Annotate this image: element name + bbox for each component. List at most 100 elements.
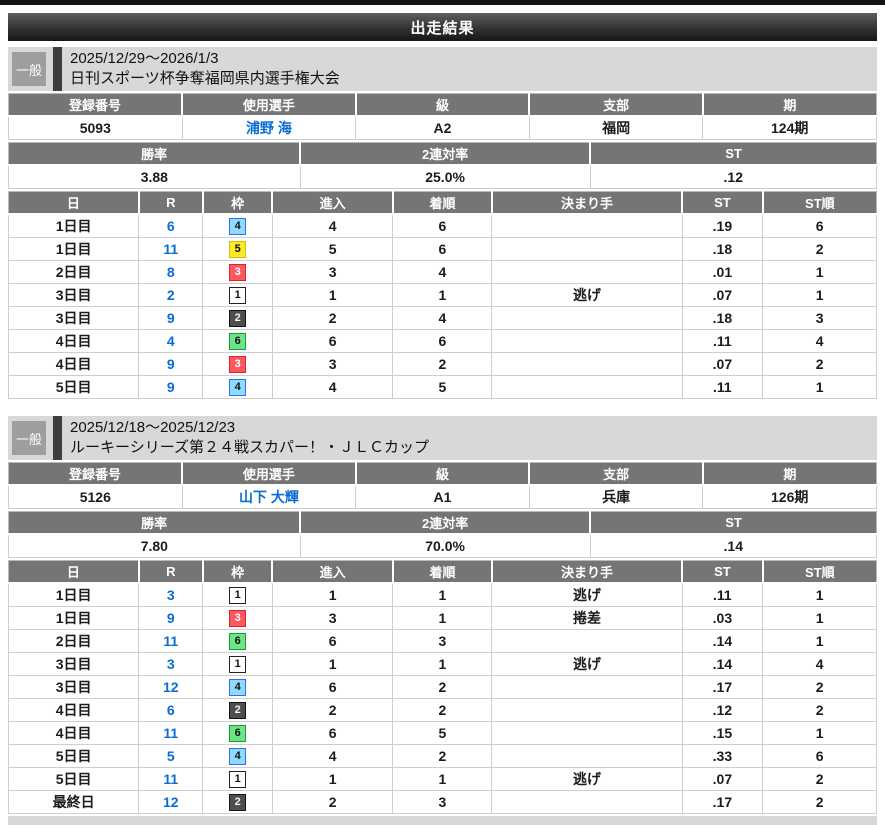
race-number-link[interactable]: 11	[163, 241, 179, 257]
race-number-link[interactable]: 11	[163, 725, 179, 741]
entry-course-cell: 2	[271, 698, 394, 722]
entry-course-cell: 6	[271, 629, 394, 653]
st-time-cell: .17	[681, 790, 764, 814]
race-number-link[interactable]: 9	[166, 310, 175, 326]
racer-name-link[interactable]: 山下 大輝	[181, 484, 357, 509]
race-number-cell: 9	[138, 375, 204, 399]
racer-info-value: 124期	[702, 115, 877, 140]
page-content: 出走結果 一般 2025/12/29～2026/1/3 日刊スポーツ杯争奪福岡県…	[7, 13, 878, 825]
winning-technique-cell	[491, 260, 683, 284]
day-cell: 5日目	[7, 767, 140, 791]
race-number-link[interactable]: 6	[166, 218, 175, 234]
frame-number-badge: 2	[229, 309, 247, 327]
race-number-link[interactable]: 3	[166, 656, 175, 672]
day-cell: 2日目	[7, 629, 140, 653]
result-row: 1日目 6 4 4 6.19 6	[7, 213, 877, 238]
column-header: 級	[354, 462, 530, 486]
st-time-cell: .01	[681, 260, 764, 284]
grade-badge: 一般	[12, 421, 46, 455]
frame-number-badge: 1	[229, 586, 247, 604]
frame-number-badge: 3	[229, 355, 247, 373]
finish-position-cell: 6	[392, 237, 493, 261]
frame-cell: 6	[202, 721, 273, 745]
stat-value: .14	[589, 533, 878, 558]
race-number-cell: 9	[138, 306, 204, 330]
racer-name-link[interactable]: 浦野 海	[181, 115, 357, 140]
race-number-link[interactable]: 9	[166, 610, 175, 626]
result-row: 1日目 3 1 1 1 逃げ .11 1	[7, 582, 877, 607]
column-header: 日	[8, 191, 139, 215]
event-header: 一般 2025/12/29～2026/1/3 日刊スポーツ杯争奪福岡県内選手権大…	[8, 47, 877, 91]
st-rank-cell: 4	[762, 652, 877, 676]
race-number-link[interactable]: 3	[166, 587, 175, 603]
finish-position-cell: 6	[392, 213, 493, 238]
day-cell: 3日目	[7, 283, 140, 307]
column-header: 2連対率	[299, 511, 591, 535]
day-cell: 最終日	[7, 790, 140, 814]
column-header: 進入	[271, 191, 393, 215]
racer-info-table: 登録番号 使用選手級支部期 5093 浦野 海 A2 福岡 124期	[8, 93, 877, 140]
page-title: 出走結果	[410, 19, 475, 37]
race-number-link[interactable]: 4	[166, 333, 175, 349]
race-number-link[interactable]: 12	[163, 679, 179, 695]
racer-stats-header-row: 勝率 2連対率 ST	[8, 142, 877, 166]
finish-position-cell: 5	[392, 375, 493, 399]
column-header: 決まり手	[490, 191, 683, 215]
stat-value: 7.80	[8, 533, 301, 558]
race-number-link[interactable]: 2	[166, 287, 175, 303]
frame-number-badge: 6	[229, 332, 247, 350]
st-rank-cell: 2	[762, 790, 877, 814]
result-row: 1日目 11 5 5 6.18 2	[7, 237, 877, 261]
race-number-link[interactable]: 11	[163, 771, 179, 787]
st-rank-cell: 2	[762, 352, 877, 376]
day-cell: 4日目	[7, 329, 140, 353]
frame-cell: 2	[202, 790, 273, 814]
event-name: ルーキーシリーズ第２４戦スカパー！・ＪＬＣカップ	[70, 439, 429, 456]
winning-technique-cell	[491, 375, 683, 399]
st-rank-cell: 4	[762, 329, 877, 353]
frame-cell: 3	[202, 352, 273, 376]
bottom-strip	[8, 816, 877, 825]
finish-position-cell: 1	[392, 767, 493, 791]
entry-course-cell: 6	[271, 675, 394, 699]
race-number-link[interactable]: 9	[166, 379, 175, 395]
day-cell: 4日目	[7, 721, 140, 745]
column-header: ST	[589, 142, 877, 166]
race-number-link[interactable]: 8	[166, 264, 175, 280]
race-number-link[interactable]: 5	[166, 748, 175, 764]
st-time-cell: .03	[681, 606, 764, 630]
race-number-cell: 2	[138, 283, 204, 307]
day-cell: 5日目	[7, 375, 140, 399]
race-number-cell: 11	[138, 237, 204, 261]
event-header: 一般 2025/12/18～2025/12/23 ルーキーシリーズ第２４戦スカパ…	[8, 416, 877, 460]
race-number-cell: 11	[138, 721, 204, 745]
column-header: 登録番号	[8, 93, 183, 117]
race-number-link[interactable]: 6	[166, 702, 175, 718]
frame-number-badge: 2	[229, 793, 247, 811]
column-header: 級	[354, 93, 530, 117]
frame-number-badge: 3	[229, 609, 247, 627]
race-number-cell: 6	[138, 698, 204, 722]
st-time-cell: .11	[681, 329, 764, 353]
column-header: 着順	[391, 191, 492, 215]
finish-position-cell: 2	[392, 744, 493, 768]
race-number-link[interactable]: 11	[163, 633, 179, 649]
finish-position-cell: 4	[392, 306, 493, 330]
winning-technique-cell	[491, 629, 683, 653]
st-time-cell: .07	[681, 767, 764, 791]
race-number-link[interactable]: 12	[163, 794, 179, 810]
race-number-link[interactable]: 9	[166, 356, 175, 372]
column-header: 勝率	[8, 511, 301, 535]
frame-cell: 4	[202, 744, 273, 768]
result-row: 3日目 3 1 1 1 逃げ .14 4	[7, 652, 877, 676]
st-rank-cell: 1	[762, 629, 877, 653]
st-rank-cell: 2	[762, 675, 877, 699]
column-header: ST	[681, 560, 763, 584]
frame-cell: 4	[202, 675, 273, 699]
result-row: 3日目 12 4 6 2.17 2	[7, 675, 877, 699]
finish-position-cell: 2	[392, 698, 493, 722]
race-number-cell: 3	[138, 582, 204, 607]
day-cell: 5日目	[7, 744, 140, 768]
event-date-range: 2025/12/29～2026/1/3	[70, 50, 219, 67]
race-number-cell: 12	[138, 675, 204, 699]
